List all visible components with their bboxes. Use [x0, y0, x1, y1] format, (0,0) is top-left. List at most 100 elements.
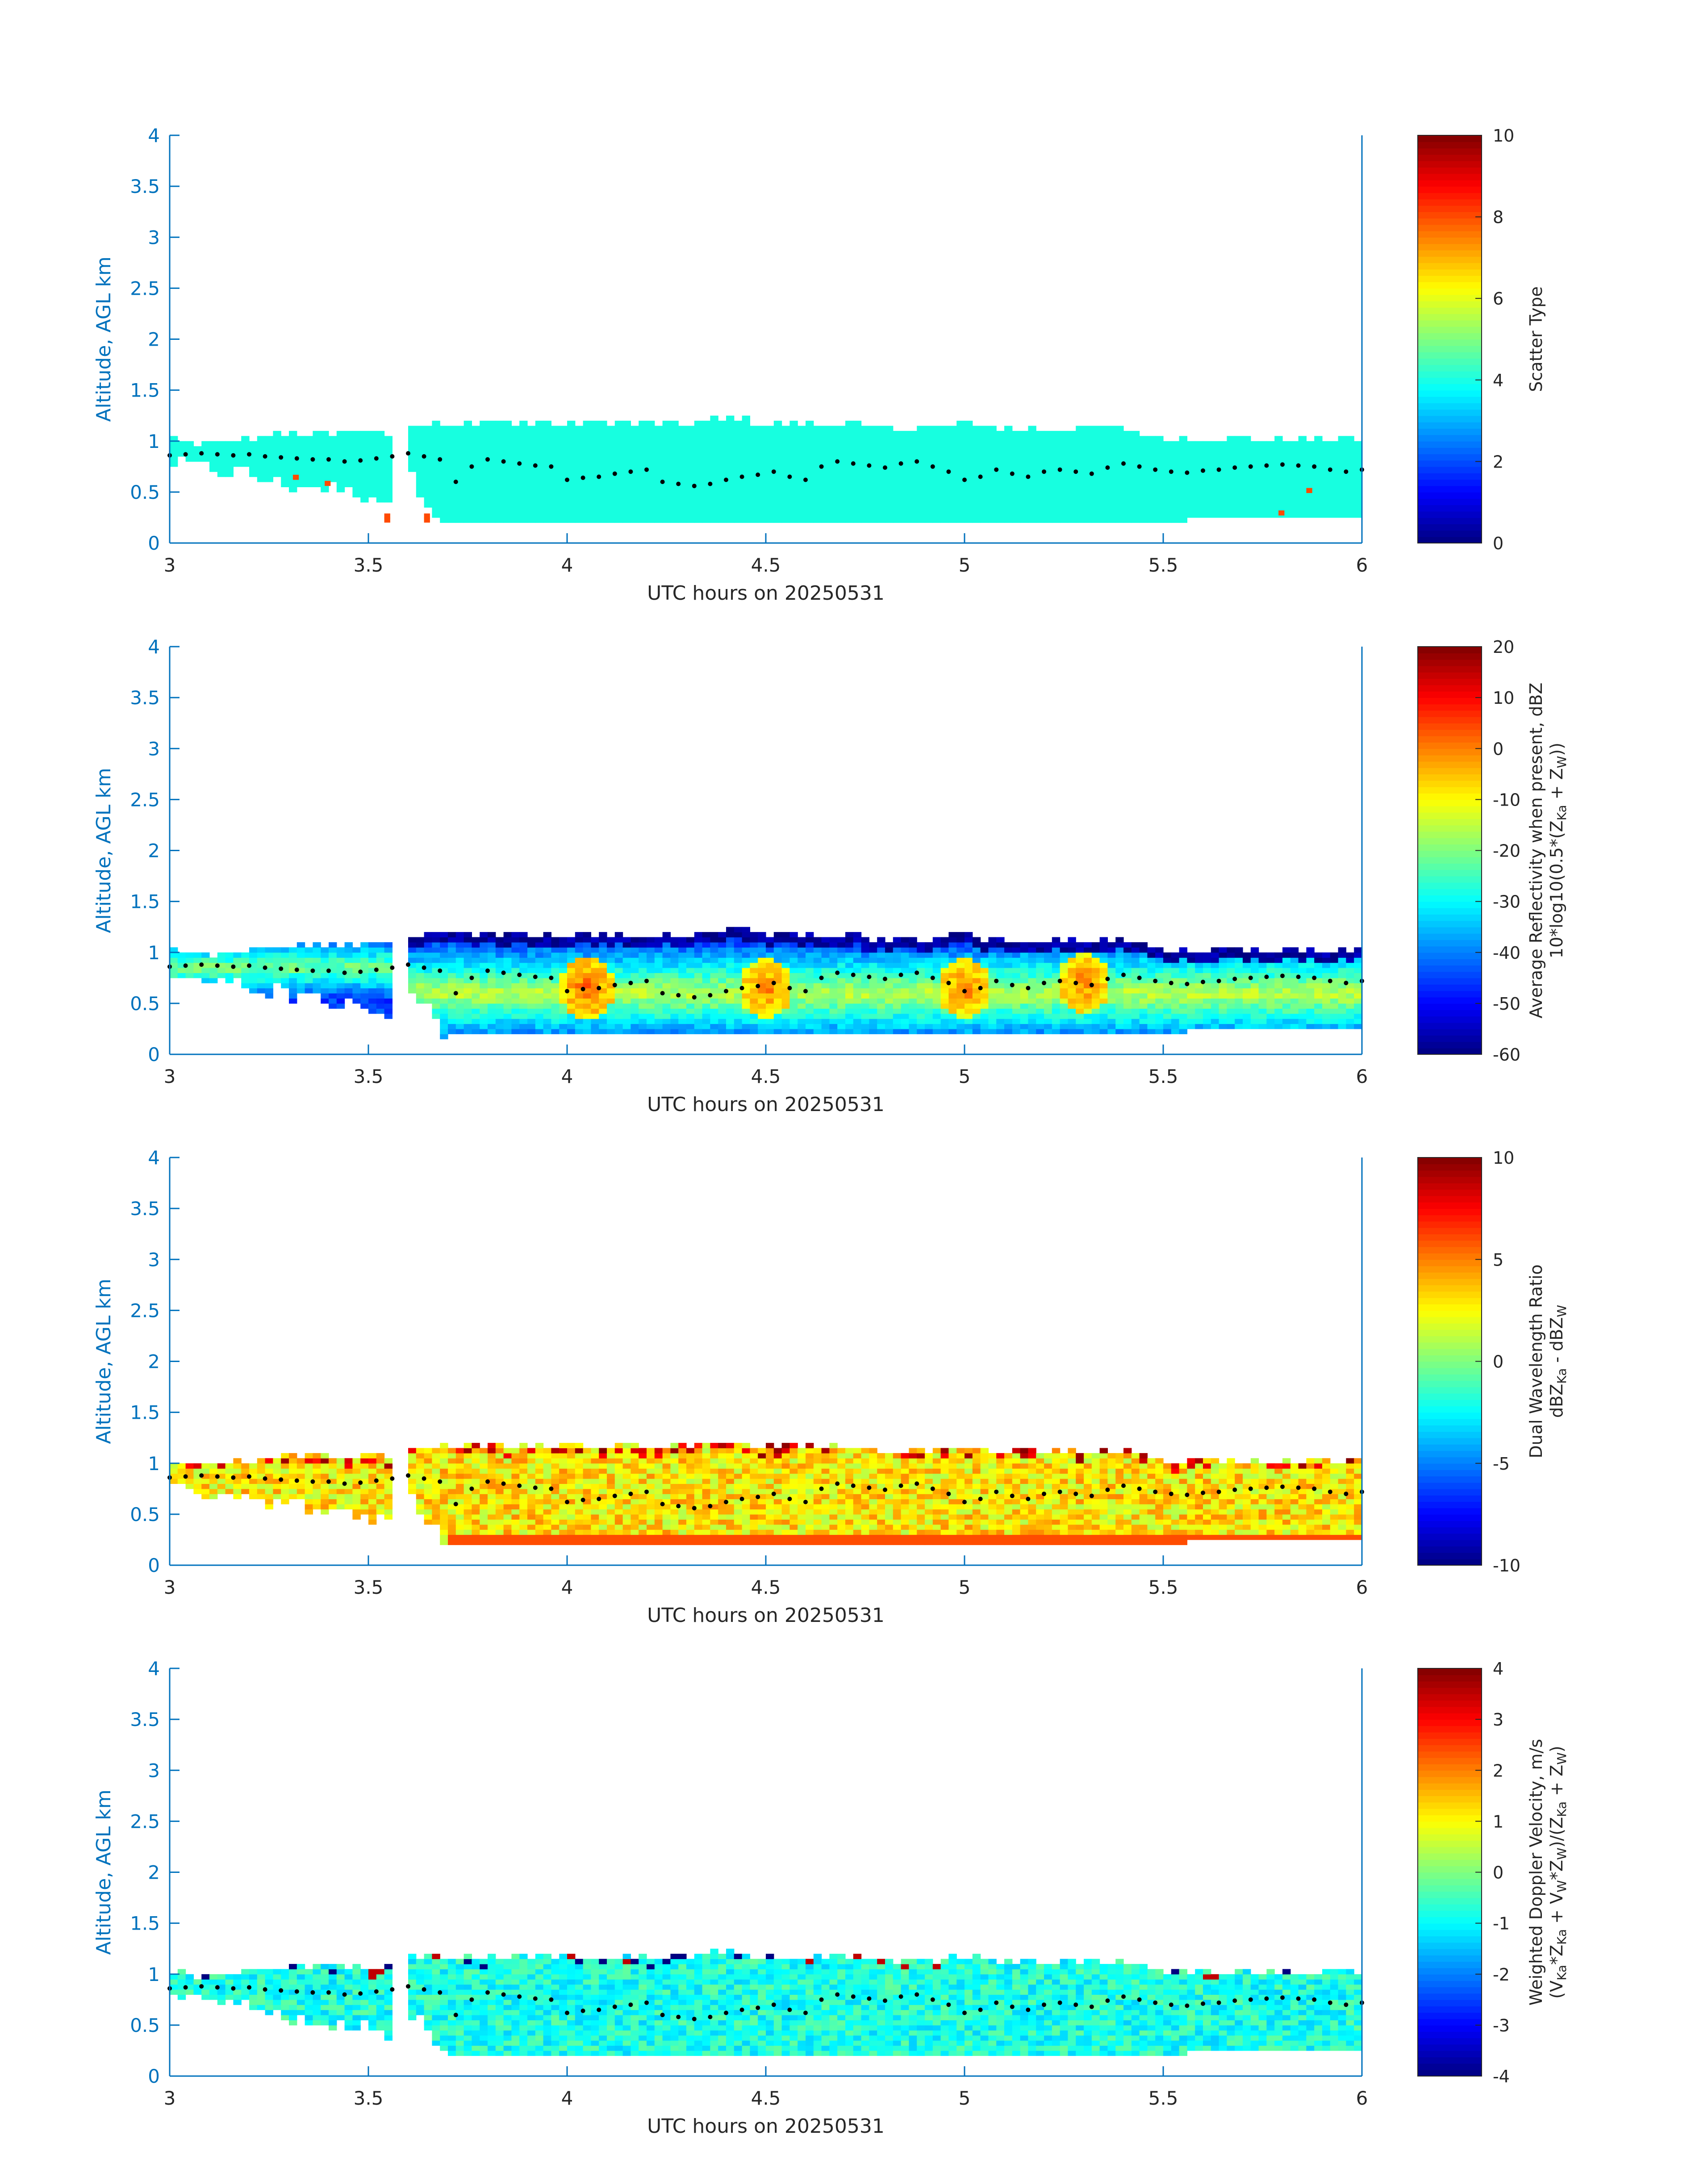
heatmap-cell [225, 957, 234, 963]
heatmap-cell [249, 472, 258, 477]
heatmap-cell [575, 456, 584, 462]
heatmap-cell [694, 978, 703, 983]
heatmap-cell [853, 451, 862, 457]
heatmap-cell [1099, 993, 1108, 999]
heatmap-cell [901, 472, 909, 477]
heatmap-cell [1004, 1008, 1013, 1014]
heatmap-cell [559, 451, 568, 457]
colorbar-segment [1418, 288, 1482, 295]
heatmap-cell [384, 492, 393, 497]
heatmap-cell [511, 1013, 520, 1019]
heatmap-cell [869, 426, 877, 431]
heatmap-cell [932, 461, 941, 467]
heatmap-cell [1250, 952, 1259, 958]
heatmap-cell [1099, 426, 1108, 431]
heatmap-cell [455, 430, 464, 436]
heatmap-cell [360, 983, 369, 989]
heatmap-cell [1107, 1003, 1116, 1009]
heatmap-cell [781, 942, 790, 948]
heatmap-cell [726, 446, 735, 452]
heatmap-cell [853, 497, 862, 503]
heatmap-cell [972, 507, 981, 513]
heatmap-cell [1036, 1024, 1044, 1029]
heatmap-cell [647, 978, 655, 983]
heatmap-cell [670, 988, 679, 994]
heatmap-cell [662, 436, 671, 442]
heatmap-cell [495, 1008, 504, 1014]
heatmap-cell [766, 492, 774, 497]
heatmap-cell [726, 957, 735, 963]
heatmap-cell [1091, 968, 1100, 973]
heatmap-cell [821, 957, 830, 963]
heatmap-cell [321, 962, 329, 968]
heatmap-cell [583, 957, 591, 963]
heatmap-cell [1115, 472, 1124, 477]
heatmap-cell [559, 502, 568, 508]
heatmap-cell [376, 476, 385, 482]
heatmap-cell [1274, 446, 1283, 452]
heatmap-cell [710, 430, 718, 436]
heatmap-cell [956, 451, 965, 457]
heatmap-cell [583, 983, 591, 989]
heatmap-cell [209, 957, 218, 963]
heatmap-cell [1099, 502, 1108, 508]
heatmap-cell [488, 517, 496, 523]
heatmap-cell [607, 502, 615, 508]
heatmap-cell [1250, 441, 1259, 447]
heatmap-cell [265, 451, 273, 457]
heatmap-cell [1195, 507, 1203, 513]
marker-point [1232, 465, 1237, 470]
heatmap-cell [837, 968, 846, 973]
heatmap-cell [1171, 446, 1180, 452]
heatmap-cell [543, 1028, 551, 1034]
colorbar-segment [1418, 294, 1482, 301]
heatmap-cell [853, 502, 862, 508]
heatmap-cell [996, 998, 1005, 1004]
heatmap-cell [718, 487, 727, 493]
heatmap-cell [893, 937, 902, 943]
heatmap-cell [654, 461, 663, 467]
heatmap-cell [901, 456, 909, 462]
heatmap-cell [488, 502, 496, 508]
heatmap-cell [789, 456, 798, 462]
heatmap-cell [750, 937, 758, 943]
heatmap-cell [1139, 451, 1148, 457]
heatmap-cell [1099, 1013, 1108, 1019]
heatmap-cell [972, 957, 981, 963]
heatmap-cell [289, 436, 297, 442]
heatmap-cell [567, 446, 576, 452]
heatmap-cell [869, 476, 877, 482]
heatmap-cell [583, 947, 591, 953]
heatmap-cell [1091, 942, 1100, 948]
heatmap-cell [1020, 482, 1028, 487]
heatmap-cell [1187, 1008, 1195, 1014]
heatmap-cell [909, 937, 917, 943]
heatmap-cell [893, 1003, 902, 1009]
heatmap-cell [996, 441, 1005, 447]
heatmap-cell [551, 998, 560, 1004]
heatmap-cell [670, 937, 679, 943]
heatmap-cell [1282, 993, 1291, 999]
heatmap-cell [1219, 983, 1227, 989]
heatmap-cell [798, 461, 806, 467]
heatmap-cell [368, 461, 377, 467]
heatmap-cell [408, 441, 417, 447]
heatmap-cell [750, 1028, 758, 1034]
heatmap-cell [376, 472, 385, 477]
heatmap-cell [742, 497, 750, 503]
heatmap-cell [1012, 451, 1021, 457]
heatmap-cell [821, 456, 830, 462]
heatmap-cell [901, 512, 909, 518]
heatmap-cell [1298, 1019, 1307, 1024]
heatmap-cell [821, 1013, 830, 1019]
heatmap-cell [1266, 456, 1275, 462]
heatmap-cell [1076, 472, 1084, 477]
heatmap-cell [861, 1013, 869, 1019]
heatmap-cell [1068, 1003, 1076, 1009]
heatmap-cell [1028, 973, 1036, 978]
heatmap-cell [170, 436, 178, 442]
heatmap-cell [503, 507, 512, 513]
heatmap-cell [1068, 1028, 1076, 1034]
heatmap-cell [932, 441, 941, 447]
heatmap-cell [336, 952, 345, 958]
